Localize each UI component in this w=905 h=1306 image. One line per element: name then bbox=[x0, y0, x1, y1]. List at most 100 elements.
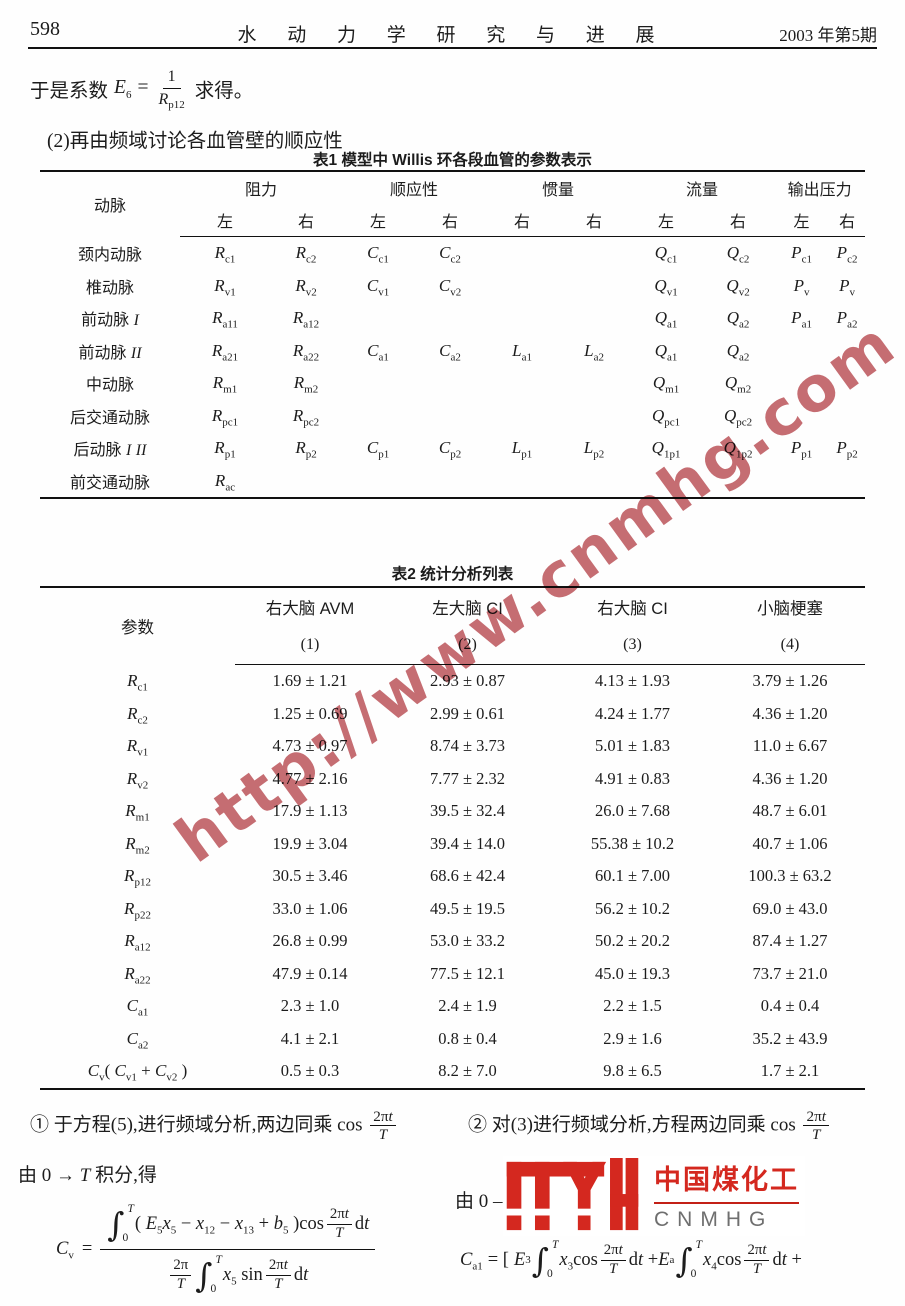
table-row: Rp12 30.5 ± 3.46 68.6 ± 42.4 60.1 ± 7.00 100… bbox=[40, 860, 865, 893]
parameter-symbol-cell: Rp1 bbox=[214, 438, 236, 461]
value-cell: 39.4 ± 14.0 bbox=[429, 833, 506, 853]
page-number: 598 bbox=[30, 18, 60, 40]
fraction-denominator: T bbox=[812, 1126, 821, 1144]
subheader-left: 左 bbox=[774, 204, 830, 237]
table2-title: 表2 统计分析列表 bbox=[391, 566, 514, 583]
value-cell: 2.2 ± 1.5 bbox=[603, 996, 662, 1016]
parameter-symbol-cell: Cv1 bbox=[366, 275, 390, 299]
parameter-symbol-cell bbox=[414, 465, 486, 499]
table-row: Cv( Cv1 + Cv2 ) 0.5 ± 0.3 8.2 ± 7.0 9.8 ± 6… bbox=[40, 1055, 865, 1089]
inline-fraction: 2πt T bbox=[370, 1108, 396, 1144]
value-cell: 3.79 ± 1.26 bbox=[752, 671, 828, 691]
differential: dt bbox=[293, 1264, 309, 1285]
parameter-symbol-cell bbox=[414, 367, 486, 400]
group-header-flow: 流量 bbox=[686, 182, 719, 199]
parameter-symbol-cell: Rac bbox=[214, 470, 236, 494]
fraction-denominator: T bbox=[378, 1126, 388, 1144]
parameter-symbol-cell: Pp2 bbox=[836, 438, 858, 461]
note1-continuation: 由 0 → T 积分,得 bbox=[18, 1165, 157, 1186]
intro-sentence: 于是系数 E6 = 1 Rp12 求得。 bbox=[30, 62, 253, 114]
column-header-group1: 右大脑 AVM bbox=[265, 600, 355, 618]
value-cell: 40.7 ± 1.06 bbox=[752, 833, 828, 853]
table2-statistics: 参数 右大脑 AVM 左大脑 CI 右大脑 CI 小脑梗塞 (1) (2) (3… bbox=[40, 586, 865, 1090]
parameter-symbol-cell: Pv bbox=[839, 275, 856, 299]
logo-chinese-text: 中国煤化工 bbox=[654, 1158, 799, 1204]
parameter-symbol-cell: Rm2 bbox=[293, 373, 319, 396]
subheader-right: 右 bbox=[414, 204, 487, 237]
value-cell: 1.69 ± 1.21 bbox=[272, 671, 348, 691]
value-cell: 35.2 ± 43.9 bbox=[752, 1028, 828, 1048]
value-cell: 45.0 ± 19.3 bbox=[594, 963, 671, 983]
parameter-symbol-cell: Ra12 bbox=[292, 308, 320, 331]
coefficient-fraction: 1 Rp12 bbox=[158, 67, 184, 110]
parameter-name: Rc2 bbox=[127, 703, 148, 727]
parameter-symbol-cell bbox=[774, 367, 829, 400]
column-header-artery: 动脉 bbox=[93, 198, 126, 216]
parameter-symbol-cell: Rpc2 bbox=[292, 405, 320, 429]
fraction-numerator: 1 bbox=[162, 67, 181, 89]
column-number-2: (2) bbox=[385, 626, 550, 665]
group-header-inertia: 惯量 bbox=[542, 182, 575, 199]
parameter-symbol-cell bbox=[702, 465, 774, 499]
table-row: 颈内动脉 Rc1 Rc2 Cc1 Cc2 Qc1 Qc2 Pc1 Pc2 bbox=[40, 237, 865, 270]
value-cell: 2.93 ± 0.87 bbox=[429, 671, 506, 691]
inline-fraction: 2πt T bbox=[744, 1242, 770, 1277]
artery-name: 前交通动脉 bbox=[69, 474, 150, 492]
equals-sign: = bbox=[81, 1239, 93, 1259]
value-cell: 2.99 ± 0.61 bbox=[429, 703, 506, 723]
parameter-symbol-cell: Rv1 bbox=[214, 275, 236, 299]
parameter-symbol-cell: Ra11 bbox=[212, 308, 238, 331]
table-row: Ra22 47.9 ± 0.14 77.5 ± 12.1 45.0 ± 19.3 73.… bbox=[40, 958, 865, 991]
subheader-right: 右 bbox=[270, 204, 343, 237]
coefficient-var: E6 bbox=[114, 77, 132, 101]
parameter-symbol-cell bbox=[342, 302, 414, 335]
parameter-symbol-cell bbox=[829, 335, 865, 368]
value-cell: 9.8 ± 6.5 bbox=[603, 1061, 662, 1081]
parameter-symbol-cell bbox=[558, 270, 630, 303]
table-row: 前交通动脉 Rac bbox=[40, 465, 865, 499]
parameter-symbol-cell: Cv2 bbox=[438, 275, 462, 299]
subheader-right: 右 bbox=[558, 204, 631, 237]
formula-lhs: Cv bbox=[56, 1239, 74, 1262]
parameter-symbol-cell bbox=[829, 400, 865, 433]
subheader-right: 右 bbox=[486, 204, 559, 237]
value-cell: 26.8 ± 0.99 bbox=[272, 931, 348, 951]
parameter-name: Ca2 bbox=[126, 1028, 149, 1052]
subheader-left: 左 bbox=[630, 204, 703, 237]
parameter-symbol-cell bbox=[486, 465, 558, 499]
value-cell: 77.5 ± 12.1 bbox=[429, 963, 506, 983]
value-cell: 56.2 ± 10.2 bbox=[594, 898, 671, 918]
table-row: 后动脉 I II Rp1 Rp2 Cp1 Cp2 Lp1 Lp2 Q1p1 Q1p2 Pp1 Pp2 bbox=[40, 432, 865, 465]
value-cell: 73.7 ± 21.0 bbox=[752, 963, 828, 983]
value-cell: 4.91 ± 0.83 bbox=[594, 768, 671, 788]
inline-fraction: 2π T bbox=[170, 1257, 192, 1292]
parameter-symbol-cell: Ca2 bbox=[439, 340, 461, 364]
value-cell: 68.6 ± 42.4 bbox=[429, 866, 506, 886]
column-header-group2: 左大脑 CI bbox=[432, 600, 503, 618]
parameter-name: Ra12 bbox=[124, 931, 151, 954]
inline-fraction: 2πt T bbox=[803, 1108, 829, 1144]
parameter-name: Rm1 bbox=[125, 801, 150, 824]
artery-name: 中动脉 bbox=[85, 377, 134, 395]
value-cell: 55.38 ± 10.2 bbox=[590, 833, 675, 853]
integral-sign: ∫ T 0 bbox=[675, 1239, 703, 1280]
parameter-symbol-cell bbox=[342, 465, 414, 499]
parameter-symbol-cell: Lp2 bbox=[583, 438, 605, 461]
parameter-name: Rv2 bbox=[126, 768, 149, 792]
parameter-symbol-cell: Qc1 bbox=[654, 243, 678, 266]
subheader-right: 右 bbox=[829, 204, 866, 237]
parameter-symbol-cell: Rv2 bbox=[295, 275, 317, 299]
equals-sign: = bbox=[137, 77, 149, 98]
parameter-symbol-cell: Lp1 bbox=[511, 438, 533, 461]
table-row: Ra12 26.8 ± 0.99 53.0 ± 33.2 50.2 ± 20.2 87.… bbox=[40, 925, 865, 958]
inline-fraction: 2πt T bbox=[600, 1242, 626, 1277]
table-row: 椎动脉 Rv1 Rv2 Cv1 Cv2 Qv1 Qv2 Pv Pv bbox=[40, 270, 865, 303]
artery-name: 椎动脉 bbox=[85, 279, 134, 297]
parameter-symbol-cell bbox=[558, 367, 630, 400]
